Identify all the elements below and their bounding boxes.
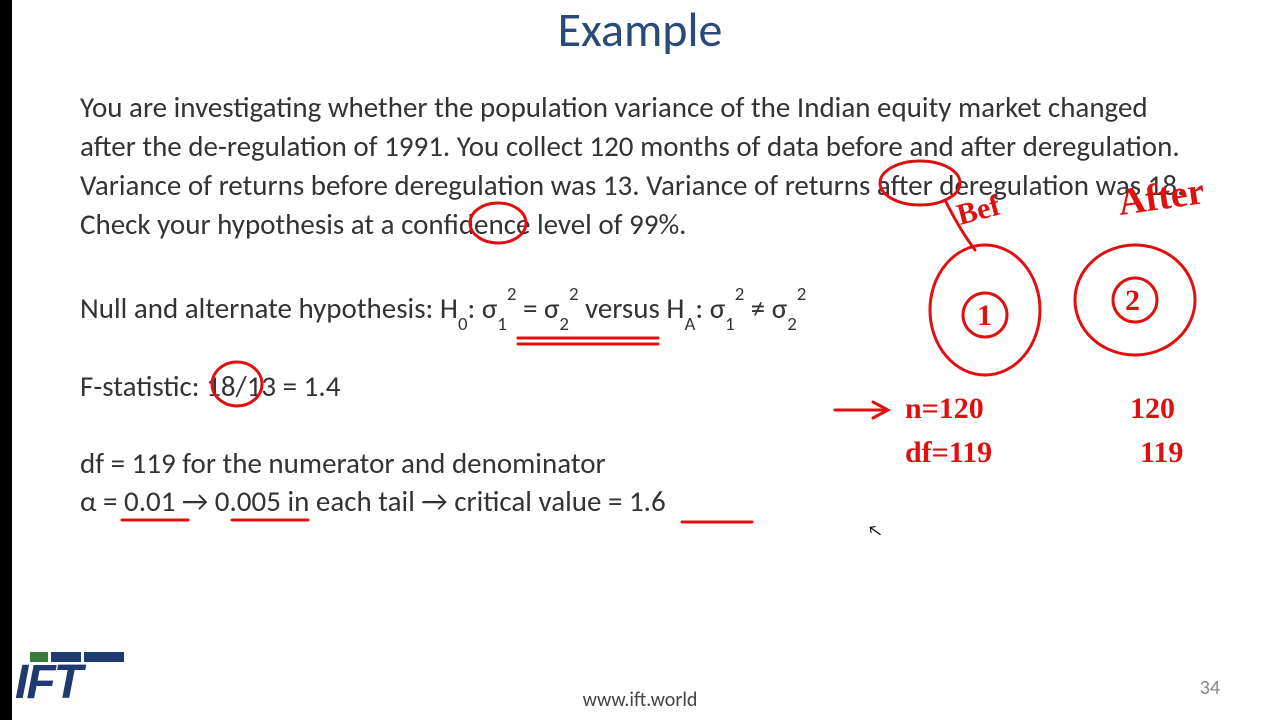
label-1: 1: [977, 299, 992, 332]
hyp-sigma1b: : σ: [695, 290, 725, 326]
big-circle-2-outer: [1075, 245, 1195, 355]
f-statistic-line: F-statistic: 18/13 = 1.4: [80, 368, 340, 404]
hyp-h0: H: [440, 290, 458, 326]
logo-bar-1: [30, 652, 48, 662]
big-circle-1-inner: [963, 293, 1007, 337]
hyp-neq: ≠ σ: [744, 290, 787, 326]
n-120-col1: n=120: [905, 392, 984, 425]
hyp-sub1: 1: [497, 313, 507, 336]
hyp-sup2: 2: [569, 283, 579, 306]
df-119-col2: 119: [1140, 436, 1183, 469]
arrow-head: [873, 402, 888, 418]
label-2: 2: [1125, 284, 1140, 317]
mouse-cursor-icon: ↖: [866, 521, 883, 542]
hyp-sub1b: 1: [725, 313, 735, 336]
big-circle-2-inner: [1113, 278, 1157, 322]
fstat-label: F-statistic:: [80, 368, 206, 404]
problem-paragraph: You are investigating whether the popula…: [80, 88, 1200, 245]
hyp-sigma1: : σ: [468, 290, 498, 326]
hypothesis-line: Null and alternate hypothesis: H0: σ12 =…: [80, 290, 806, 331]
hyp-hAsub: A: [684, 313, 695, 336]
hyp-h0-sub: 0: [458, 313, 468, 336]
logo-bars: [30, 652, 124, 662]
fstat-value: 18/13 = 1.4: [206, 368, 340, 404]
df-119-col1: df=119: [905, 436, 992, 469]
hyp-sup1b: 2: [735, 283, 745, 306]
page-number: 34: [1200, 676, 1220, 700]
hyp-versus: versus H: [579, 290, 685, 326]
hyp-sup2b: 2: [797, 283, 807, 306]
hyp-sub2: 2: [559, 313, 569, 336]
hyp-sub2b: 2: [787, 313, 797, 336]
hyp-eq: = σ: [516, 290, 559, 326]
logo-bar-2: [51, 652, 81, 662]
hyp-sup1: 2: [507, 283, 517, 306]
website-footer: www.ift.world: [0, 688, 1280, 712]
n-120-col2: 120: [1130, 392, 1175, 425]
hyp-prefix: Null and alternate hypothesis:: [80, 290, 440, 326]
big-circle-1-outer: [930, 245, 1040, 375]
slide-title: Example: [0, 0, 1280, 59]
alpha-line: α = 0.01 → 0.005 in each tail → critical…: [80, 483, 666, 519]
df-line: df = 119 for the numerator and denominat…: [80, 445, 606, 481]
logo-bar-3: [84, 652, 124, 662]
left-black-bar: [0, 0, 12, 720]
